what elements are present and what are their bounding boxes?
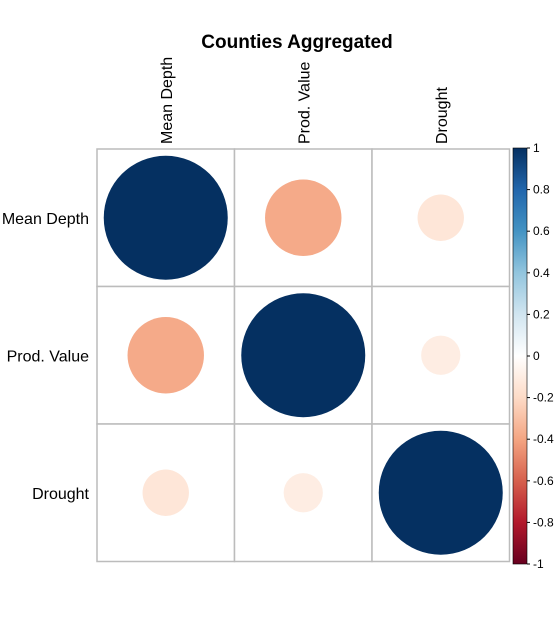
correlation-circle-1-2 bbox=[421, 335, 461, 375]
correlation-circle-1-0 bbox=[127, 317, 204, 394]
correlation-circle-2-1 bbox=[283, 473, 323, 513]
column-label: Prod. Value bbox=[296, 61, 313, 144]
colorbar-tick-label: -0.4 bbox=[533, 432, 554, 446]
colorbar-tick-label: -1 bbox=[533, 557, 544, 571]
chart-title: Counties Aggregated bbox=[201, 32, 392, 53]
colorbar-tick-label: 0 bbox=[533, 349, 540, 363]
column-labels: Mean Depth Prod. Value Drought bbox=[159, 57, 451, 144]
cell-2-1 bbox=[233, 423, 373, 563]
correlation-circles bbox=[103, 155, 503, 555]
row-labels: Mean Depth Prod. Value Drought bbox=[2, 211, 90, 503]
correlation-circle-0-2 bbox=[417, 194, 464, 241]
correlation-circle-0-0 bbox=[103, 155, 228, 280]
correlation-circle-1-1 bbox=[241, 293, 366, 418]
colorbar-tick-label: -0.2 bbox=[533, 391, 554, 405]
cell-grid bbox=[96, 148, 511, 563]
colorbar-tick-label: 0.8 bbox=[533, 183, 550, 197]
colorbar-tick-label: 1 bbox=[533, 141, 540, 155]
colorbar-tick-label: 0.4 bbox=[533, 266, 550, 280]
correlation-circle-2-0 bbox=[142, 469, 189, 516]
row-label: Drought bbox=[32, 486, 89, 503]
colorbar-gradient bbox=[512, 147, 528, 565]
colorbar-tick-label: 0.2 bbox=[533, 307, 550, 321]
colorbar-tick-label: -0.8 bbox=[533, 515, 554, 529]
column-label: Mean Depth bbox=[159, 57, 176, 144]
colorbar-tick-label: 0.6 bbox=[533, 224, 550, 238]
column-label: Drought bbox=[434, 87, 451, 144]
correlation-circle-0-1 bbox=[265, 179, 342, 256]
row-label: Mean Depth bbox=[2, 211, 89, 228]
colorbar-tick-label: -0.6 bbox=[533, 474, 554, 488]
row-label: Prod. Value bbox=[7, 348, 90, 365]
correlation-circle-2-2 bbox=[378, 430, 503, 555]
colorbar: 1 0.8 0.6 0.4 0.2 0 -0.2 -0.4 -0.6 -0.8 -1 bbox=[512, 141, 554, 571]
